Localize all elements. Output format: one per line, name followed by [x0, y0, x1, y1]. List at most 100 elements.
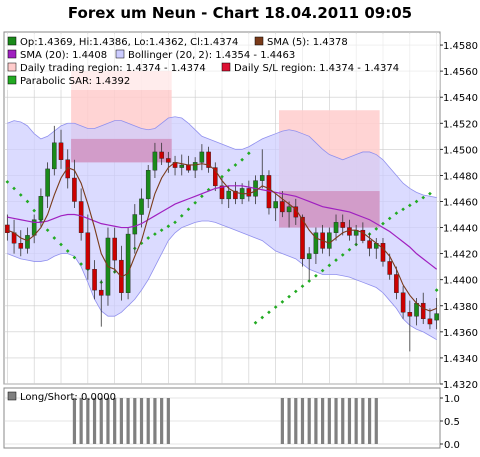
- y-tick-label: 1.4580: [443, 41, 478, 52]
- candle-body: [38, 196, 44, 220]
- candle-body: [139, 198, 144, 215]
- candle-body: [280, 201, 285, 213]
- sar-point: [253, 320, 258, 325]
- candle-body: [400, 292, 406, 313]
- bollinger-upper-line: [7, 116, 437, 198]
- y-tick-label: 1.4500: [443, 145, 478, 156]
- longshort-bar: [119, 398, 123, 444]
- sar-point: [287, 294, 291, 299]
- sar-point: [260, 315, 265, 320]
- sar-point: [407, 203, 412, 208]
- longshort-bar: [126, 398, 130, 444]
- y-tick-label: 1.4480: [443, 171, 478, 182]
- legend-ohlc-swatch: [7, 36, 17, 46]
- longshort-bar: [146, 398, 150, 444]
- candle-body: [52, 142, 57, 170]
- legend-ohlc: Op:1.4369, Hi:1.4386, Lo:1.4362, Cl:1.43…: [20, 37, 238, 48]
- sar-point: [387, 216, 392, 221]
- legend-sma20-swatch: [7, 49, 17, 59]
- longshort-bar: [334, 398, 338, 444]
- candle-body: [327, 232, 332, 249]
- sar-point: [186, 207, 191, 212]
- candle-body: [18, 242, 24, 249]
- sar-point: [45, 228, 50, 233]
- y-tick-label: 1.4540: [443, 93, 478, 104]
- candle-body: [132, 214, 138, 235]
- sar-point: [327, 263, 332, 268]
- candle-body: [380, 242, 386, 262]
- sar-point: [12, 186, 16, 191]
- sar-point: [200, 194, 204, 199]
- candle-body: [112, 237, 117, 261]
- longshort-bar: [341, 398, 345, 444]
- sar-point: [173, 220, 177, 225]
- longshort-bar: [153, 398, 157, 444]
- moving-average-layer: [7, 161, 438, 312]
- legend-sma5: SMA (5): 1.4378: [267, 37, 348, 48]
- candle-body: [92, 269, 97, 291]
- longshort-bar: [354, 398, 358, 444]
- candle-body: [125, 233, 131, 293]
- longshort-bar: [280, 398, 284, 444]
- longshort-bar: [361, 398, 365, 444]
- longshort-bar: [321, 398, 325, 444]
- sar-point: [381, 221, 385, 226]
- sar-point: [334, 258, 338, 262]
- longshort-bar: [79, 398, 83, 444]
- sar-point: [401, 207, 405, 212]
- longshort-bar: [314, 398, 318, 444]
- longshort-bar: [347, 398, 352, 444]
- candle-body: [360, 229, 366, 241]
- candle-body: [387, 261, 392, 275]
- sar-point: [421, 195, 426, 200]
- sar-point: [267, 310, 271, 315]
- longshort-bar: [86, 398, 90, 444]
- candle-body: [192, 162, 198, 171]
- candle-body: [427, 318, 433, 325]
- sar-point: [240, 157, 244, 162]
- legend-sl-region: Daily S/L region: 1.4374 - 1.4374: [234, 63, 399, 74]
- sar-point: [320, 268, 325, 273]
- y-tick-label: 1.4400: [443, 276, 478, 287]
- candle-body: [159, 151, 164, 159]
- sar-point: [273, 305, 278, 309]
- candle-body: [179, 164, 185, 168]
- y-tick-label: 1.4420: [443, 250, 478, 261]
- longshort-bar: [133, 398, 137, 444]
- y-tick-label: 1.4520: [443, 119, 478, 130]
- candle-body: [219, 185, 225, 200]
- longshort-bar: [139, 398, 144, 444]
- candle-body: [333, 222, 339, 233]
- candle-body: [25, 235, 30, 249]
- candle-body: [213, 167, 218, 187]
- candle-body: [206, 151, 211, 168]
- main-y-axis: 1.4580 1.4560 1.4540 1.4520 1.4500 1.4480 1.44…: [440, 41, 478, 391]
- candle-body: [340, 222, 346, 228]
- legend-sar-swatch: [7, 75, 17, 85]
- longshort-bar: [106, 398, 110, 444]
- longshort-bar: [367, 398, 372, 444]
- lower-y-axis: 1.0 0.5 0.0: [440, 394, 460, 451]
- y-tick-label: 1.4460: [443, 197, 478, 208]
- candle-body: [414, 302, 419, 317]
- longshort-bar: [72, 398, 77, 444]
- longshort-bar: [113, 398, 117, 444]
- bollinger-lower-line: [7, 220, 437, 341]
- sar-point: [434, 288, 439, 292]
- sar-point: [79, 262, 83, 266]
- lower-y-tick-label: 0.5: [444, 417, 460, 428]
- bollinger-band: [7, 116, 437, 340]
- candle-body: [420, 302, 426, 320]
- candle-body: [306, 253, 312, 260]
- longshort-bar: [300, 398, 305, 444]
- chart-title: Forex um Neun - Chart 18.04.2011 09:05: [67, 4, 413, 22]
- longshort-bar: [92, 398, 97, 444]
- y-tick-label: 1.4360: [443, 328, 478, 339]
- longshort-bar: [374, 398, 378, 444]
- longshort-bar: [287, 398, 291, 444]
- candle-body: [58, 142, 64, 160]
- y-tick-label: 1.4340: [443, 354, 478, 365]
- y-tick-label: 1.4440: [443, 224, 478, 235]
- candle-body: [273, 201, 278, 209]
- legend-bollinger-swatch: [115, 49, 125, 59]
